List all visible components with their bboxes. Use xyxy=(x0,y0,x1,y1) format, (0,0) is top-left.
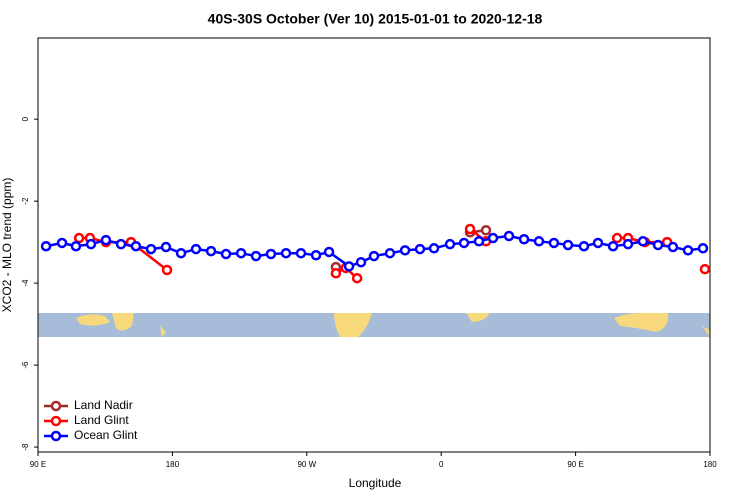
data-point xyxy=(73,232,85,244)
legend-label: Land Nadir xyxy=(74,398,133,412)
data-point xyxy=(518,234,530,245)
data-point xyxy=(100,234,112,246)
x-tick-label: 90 E xyxy=(567,460,583,469)
data-point xyxy=(323,246,335,258)
legend-label: Land Glint xyxy=(74,413,129,427)
y-tick-label: -4 xyxy=(21,279,30,287)
data-point xyxy=(464,223,476,235)
y-tick-label: -2 xyxy=(21,197,30,205)
data-point xyxy=(343,261,355,272)
data-point xyxy=(205,245,217,257)
data-point xyxy=(414,243,426,255)
plot-frame xyxy=(37,37,711,453)
data-point xyxy=(607,240,619,252)
data-point xyxy=(355,256,367,268)
data-point xyxy=(330,268,342,279)
data-point xyxy=(682,245,694,256)
data-point xyxy=(70,240,82,252)
data-point xyxy=(175,247,187,259)
y-axis-label: XCO2 - MLO trend (ppm) xyxy=(0,178,14,313)
land-shape xyxy=(334,313,372,337)
x-tick-label: 180 xyxy=(166,460,180,469)
data-point xyxy=(487,232,499,244)
data-point xyxy=(548,237,560,249)
data-point xyxy=(458,237,470,249)
data-point xyxy=(40,240,52,252)
data-point xyxy=(115,238,127,250)
data-point xyxy=(611,232,623,244)
data-point xyxy=(578,240,590,252)
data-point xyxy=(444,238,456,250)
data-point xyxy=(295,247,307,259)
data-point xyxy=(235,247,247,259)
y-tick-label: -6 xyxy=(21,361,30,369)
x-tick-label: 180 xyxy=(703,460,717,469)
data-point xyxy=(145,243,157,255)
x-axis-label: Longitude xyxy=(349,476,402,490)
y-tick-label: 0 xyxy=(21,116,30,121)
data-point xyxy=(562,239,574,251)
data-point xyxy=(473,236,485,247)
data-point xyxy=(503,230,515,242)
data-point xyxy=(368,250,380,262)
data-point xyxy=(265,248,277,260)
land-shape xyxy=(160,326,166,337)
map-strip xyxy=(38,312,710,337)
data-point xyxy=(667,241,679,253)
data-point xyxy=(160,241,172,253)
data-point xyxy=(280,247,292,259)
data-point xyxy=(220,248,232,260)
data-point xyxy=(637,236,649,247)
x-tick-label: 90 W xyxy=(297,460,316,469)
x-tick-label: 0 xyxy=(439,460,444,469)
chart-title: 40S-30S October (Ver 10) 2015-01-01 to 2… xyxy=(208,11,543,27)
data-point xyxy=(533,236,545,247)
data-point xyxy=(130,240,142,252)
data-point xyxy=(480,224,492,236)
data-point xyxy=(428,243,440,254)
data-point xyxy=(250,250,262,262)
data-point xyxy=(384,247,396,259)
data-point xyxy=(190,243,202,255)
data-point xyxy=(85,238,97,250)
data-point xyxy=(56,237,68,249)
land-shape xyxy=(614,312,669,332)
land-shape xyxy=(76,314,110,326)
land-shape xyxy=(112,313,134,331)
data-point xyxy=(699,263,711,275)
x-tick-label: 90 E xyxy=(30,460,46,469)
data-point xyxy=(310,249,322,261)
y-tick-label: -8 xyxy=(21,443,30,451)
data-point xyxy=(697,243,709,254)
ocean-band xyxy=(38,313,710,337)
land-shape xyxy=(702,326,710,337)
data-point xyxy=(592,237,604,249)
data-point xyxy=(622,238,634,250)
data-point xyxy=(161,264,173,276)
legend-marker xyxy=(50,415,62,427)
data-point xyxy=(652,239,664,251)
plot-marks xyxy=(40,223,711,284)
data-point xyxy=(399,245,411,256)
data-point xyxy=(351,272,363,284)
land-shape xyxy=(466,313,490,322)
legend-marker xyxy=(50,430,62,442)
legend-label: Ocean Glint xyxy=(74,428,138,442)
legend-marker xyxy=(50,400,62,412)
